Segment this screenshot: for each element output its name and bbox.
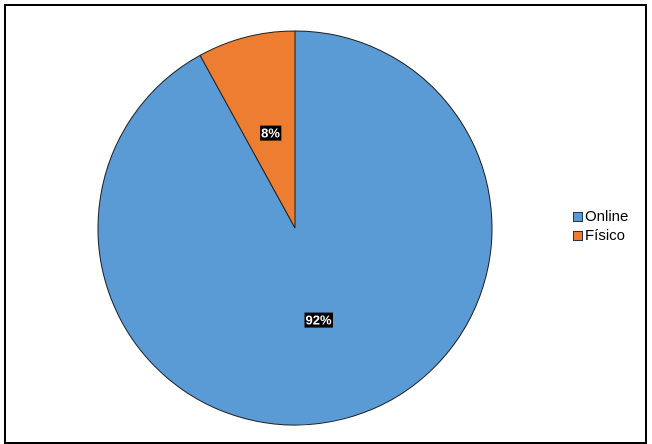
legend-item-online: Online	[573, 207, 628, 226]
svg-text:8%: 8%	[261, 126, 280, 141]
data-label-fisico: 8%	[260, 125, 282, 141]
legend: Online Físico	[573, 207, 628, 245]
legend-swatch-fisico	[573, 230, 583, 241]
data-label-online-bg	[304, 312, 333, 328]
pie-slice-fisico	[199, 30, 296, 229]
legend-item-fisico: Físico	[573, 226, 628, 245]
legend-label-online: Online	[585, 208, 629, 225]
data-label-online: 92%	[304, 312, 333, 328]
legend-label-fisico: Físico	[585, 227, 626, 244]
svg-text:92%: 92%	[306, 313, 332, 328]
legend-swatch-online	[573, 211, 583, 222]
data-label-fisico-bg	[260, 125, 282, 141]
